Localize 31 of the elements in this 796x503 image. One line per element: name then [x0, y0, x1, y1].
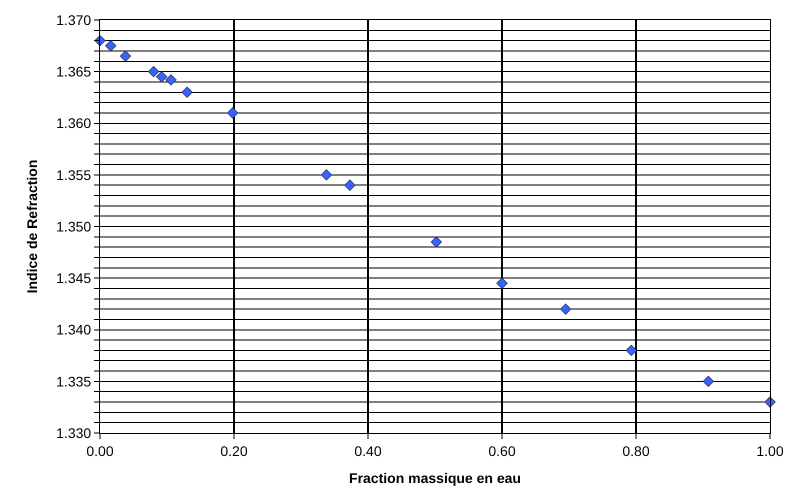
x-tick-label: 0.80 — [622, 442, 650, 459]
y-axis-title: Indice de Refraction — [24, 160, 40, 294]
point — [626, 344, 637, 356]
y-tick-label: 1.330 — [56, 424, 92, 441]
point — [430, 236, 442, 248]
x-tick-label: 0.60 — [488, 442, 516, 459]
point — [156, 71, 168, 82]
x-tick-label: 0.40 — [354, 442, 382, 459]
point — [560, 304, 572, 315]
point — [320, 169, 332, 180]
y-tick-label: 1.335 — [56, 373, 92, 390]
y-tick-label: 1.360 — [56, 115, 92, 132]
y-tick-label: 1.350 — [56, 218, 92, 234]
point — [120, 50, 132, 62]
point — [105, 40, 116, 52]
point — [165, 74, 177, 86]
x-tick-label: 1.00 — [756, 442, 784, 459]
point — [148, 66, 160, 78]
point — [344, 180, 356, 191]
point — [702, 376, 714, 387]
y-tick-label: 1.355 — [56, 166, 92, 183]
point — [182, 86, 193, 98]
y-tick-label: 1.370 — [56, 12, 92, 28]
y-tick-label: 1.340 — [56, 322, 92, 338]
x-tick-label: 0.20 — [220, 442, 248, 459]
y-tick-label: 1.345 — [56, 270, 92, 286]
point — [496, 278, 508, 289]
y-tick-label: 1.365 — [56, 64, 92, 80]
x-tick-label: 0.00 — [86, 442, 114, 459]
x-axis-title: Fraction massique en eau — [349, 470, 521, 486]
point — [227, 107, 238, 119]
